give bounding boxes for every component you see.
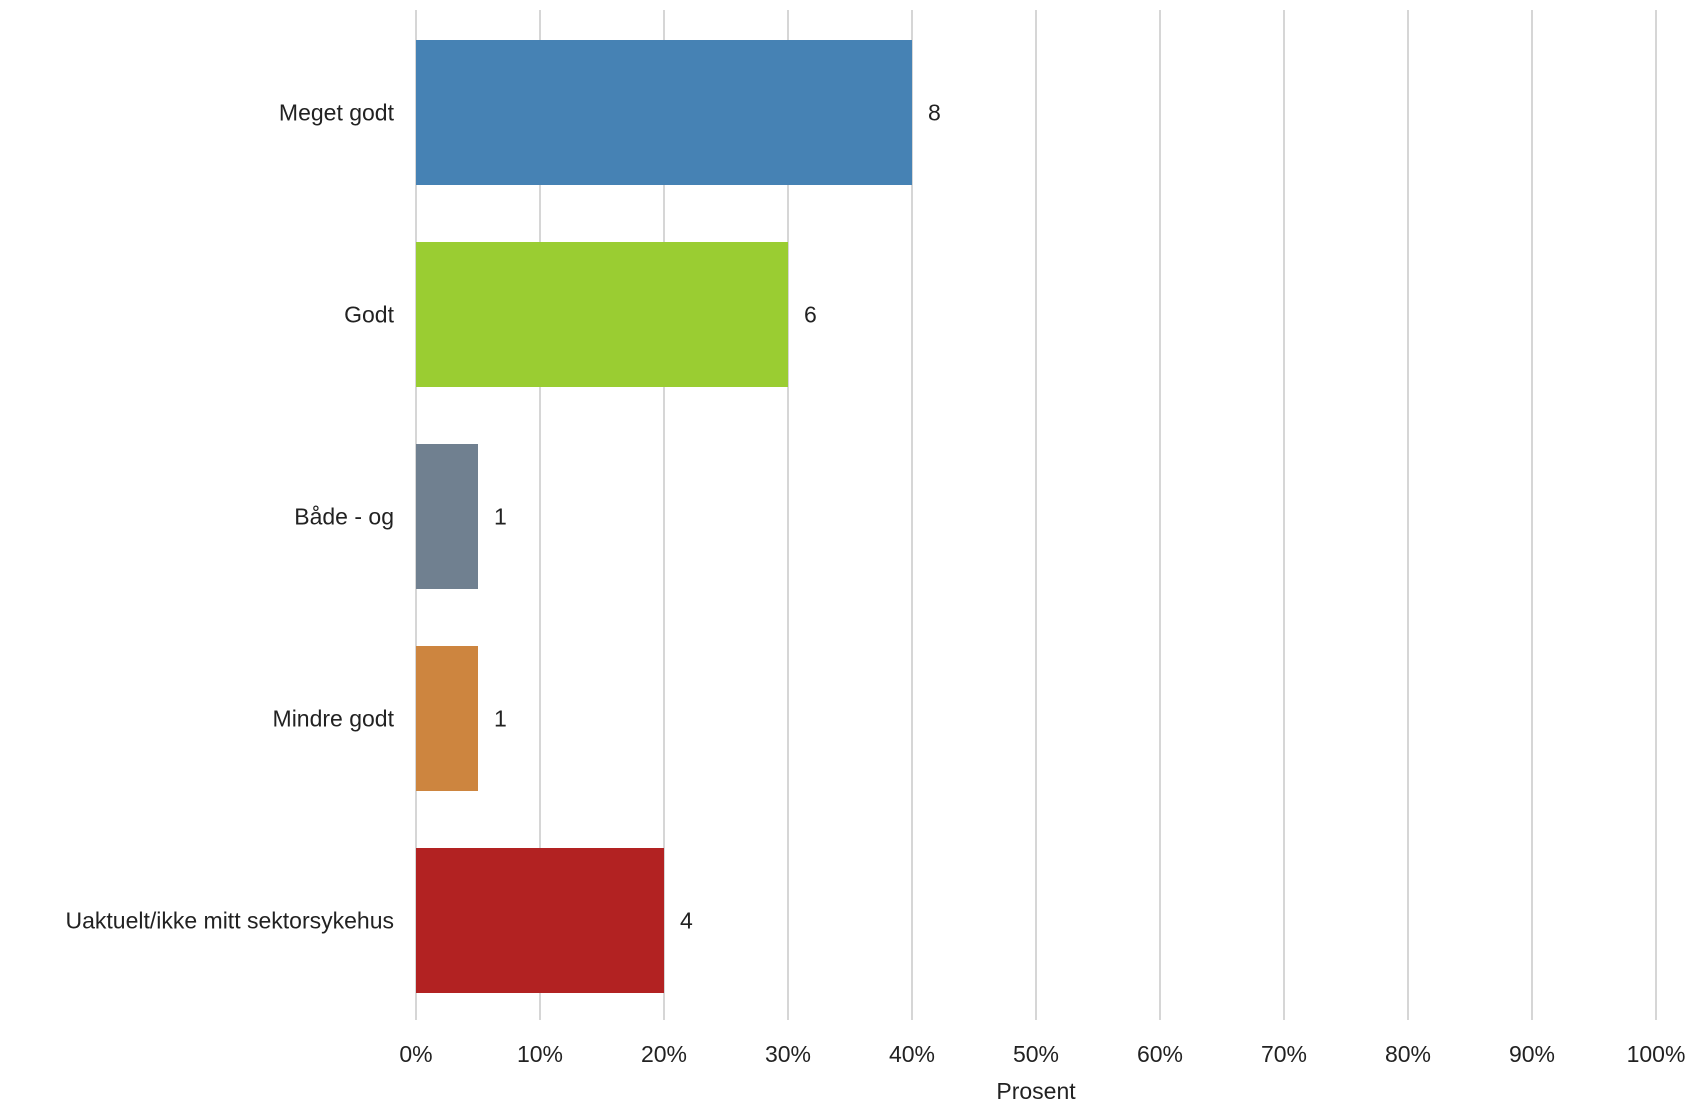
x-tick-label: 20%	[641, 1041, 687, 1067]
x-tick-label: 100%	[1627, 1041, 1686, 1067]
labels: 0% 10% 20% 30% 40% 50% 60% 70% 80% 90% 100% Meget g…	[65, 100, 1685, 1068]
y-category-label: Uaktuelt/ikke mitt sektorsykehus	[65, 908, 394, 934]
y-category-label: Meget godt	[279, 100, 395, 126]
x-tick-label: 30%	[765, 1041, 811, 1067]
bars	[416, 40, 912, 993]
x-tick-label: 80%	[1385, 1041, 1431, 1067]
x-tick-label: 50%	[1013, 1041, 1059, 1067]
x-axis-title: Prosent	[996, 1078, 1076, 1103]
x-tick-label: 90%	[1509, 1041, 1555, 1067]
x-tick-label: 40%	[889, 1041, 935, 1067]
bar-value-label: 1	[494, 706, 507, 732]
bar	[416, 444, 478, 589]
y-category-label: Godt	[344, 302, 394, 328]
bar	[416, 848, 664, 993]
bar-value-label: 4	[680, 908, 693, 934]
bar	[416, 40, 912, 185]
bar	[416, 646, 478, 791]
y-category-label: Både - og	[294, 504, 394, 530]
y-category-label: Mindre godt	[273, 706, 395, 732]
x-tick-label: 70%	[1261, 1041, 1307, 1067]
bar-value-label: 8	[928, 100, 941, 126]
bar-value-label: 1	[494, 504, 507, 530]
bar	[416, 242, 788, 387]
x-tick-label: 60%	[1137, 1041, 1183, 1067]
bar-value-label: 6	[804, 302, 817, 328]
x-tick-label: 0%	[399, 1041, 432, 1067]
x-tick-label: 10%	[517, 1041, 563, 1067]
